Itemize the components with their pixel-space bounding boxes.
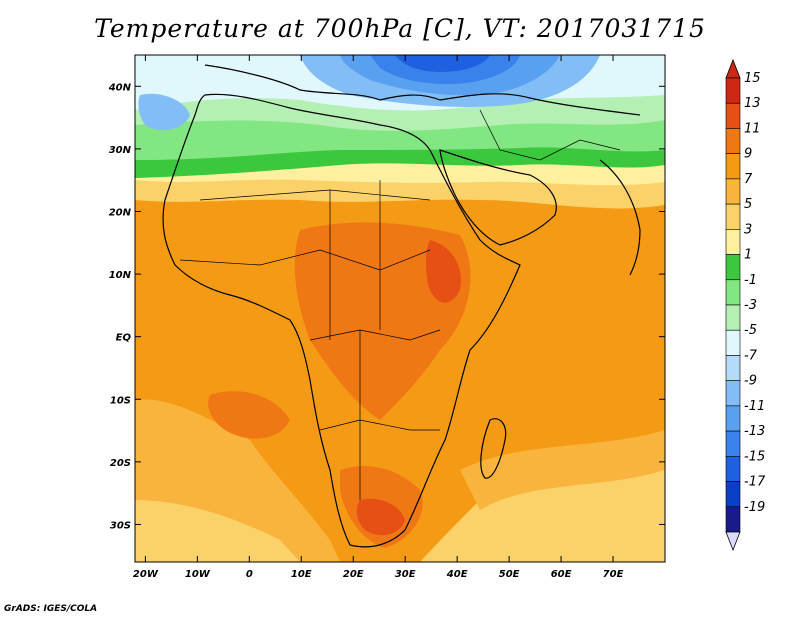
lat-tick-label: EQ bbox=[116, 333, 132, 344]
border-south bbox=[319, 419, 440, 431]
lat-tick-label: 40N bbox=[108, 82, 132, 93]
lon-tick-label: 70E bbox=[603, 569, 624, 580]
border-sahel bbox=[179, 249, 431, 271]
colorbar-label: 5 bbox=[744, 197, 752, 212]
colorbar-swatch bbox=[725, 77, 741, 104]
colorbar-label: -19 bbox=[744, 500, 765, 515]
lat-tick-label: 20S bbox=[110, 458, 131, 469]
colorbar-swatch bbox=[725, 380, 741, 407]
lat-tick-label: 20N bbox=[109, 207, 132, 218]
colorbar-swatch bbox=[725, 355, 741, 381]
colorbar-swatch bbox=[725, 102, 741, 129]
field-ethiopia-13-15 bbox=[425, 240, 461, 303]
colorbar-label: -1 bbox=[744, 273, 757, 288]
country-borders bbox=[179, 109, 621, 500]
colorbar-label: -7 bbox=[744, 348, 758, 363]
longitude-ticks: 20W 10W 0 10E 20E 30E 40E 50E 60E 70E bbox=[133, 55, 624, 580]
colorbar-label: 15 bbox=[744, 71, 761, 86]
colorbar-swatch bbox=[725, 506, 741, 533]
map-title: Temperature at 700hPa [C], VT: 201703171… bbox=[94, 14, 706, 43]
lon-tick-label: 60E bbox=[551, 569, 572, 580]
colorbar-swatch bbox=[725, 229, 741, 255]
border-middle-east bbox=[479, 109, 621, 161]
madagascar bbox=[480, 418, 507, 479]
lat-tick-label: 10N bbox=[109, 270, 132, 281]
field-southeast-ocean-7-9 bbox=[460, 430, 665, 510]
lon-tick-label: 0 bbox=[246, 569, 253, 580]
colorbar-swatch bbox=[725, 304, 741, 331]
field-south-africa-13-15 bbox=[356, 498, 405, 536]
colorbar-swatch bbox=[725, 178, 741, 205]
colorbar-min-triangle bbox=[725, 531, 741, 552]
colorbar-label: -5 bbox=[744, 323, 757, 338]
arabian-peninsula bbox=[439, 149, 557, 246]
colorbar-label: -17 bbox=[744, 475, 766, 490]
colorbar-swatch bbox=[725, 405, 741, 432]
colorbar-label: -13 bbox=[744, 424, 765, 439]
temperature-field bbox=[135, 55, 665, 562]
border-central bbox=[309, 329, 441, 341]
colorbar-label: 13 bbox=[744, 96, 761, 111]
latitude-ticks: 40N 30N 20N 10N EQ 10S 20S 30S bbox=[108, 82, 665, 531]
lon-tick-label: 10E bbox=[291, 569, 312, 580]
lat-tick-label: 10S bbox=[110, 395, 131, 406]
colorbar: 15 13 11 9 7 5 3 1 -1 -3 -5 -7 -9 -11 -13 -15 -17 -19 bbox=[725, 58, 766, 552]
colorbar-label: 1 bbox=[744, 248, 752, 263]
colorbar-label: 9 bbox=[744, 147, 752, 162]
colorbar-label: 7 bbox=[744, 172, 753, 187]
colorbar-label: -9 bbox=[744, 374, 757, 389]
colorbar-label: -3 bbox=[744, 298, 757, 313]
coastlines bbox=[162, 64, 641, 548]
lon-tick-label: 40E bbox=[446, 569, 468, 580]
colorbar-swatch bbox=[725, 481, 741, 508]
lon-tick-label: 20E bbox=[343, 569, 364, 580]
colorbar-max-triangle bbox=[725, 58, 741, 79]
india-coastline bbox=[599, 159, 641, 276]
field-southeast-ocean-5-7 bbox=[420, 460, 665, 562]
field-atlantic-warm-11-13 bbox=[208, 391, 290, 439]
colorbar-swatch bbox=[725, 279, 741, 306]
grads-credit: GrADS: IGES/COLA bbox=[4, 604, 98, 614]
lat-tick-label: 30S bbox=[110, 520, 131, 531]
colorbar-swatch bbox=[725, 128, 741, 154]
colorbar-swatch bbox=[725, 203, 741, 230]
lat-tick-label: 30N bbox=[109, 145, 132, 156]
field-south-ocean-5-7 bbox=[135, 500, 300, 562]
colorbar-label: -15 bbox=[744, 449, 765, 464]
europe-coastline bbox=[204, 64, 641, 116]
colorbar-swatch bbox=[725, 153, 741, 180]
lon-tick-label: 30E bbox=[395, 569, 416, 580]
field-west-cold-pocket bbox=[138, 93, 190, 131]
lon-tick-label: 10W bbox=[185, 569, 211, 580]
lon-tick-label: 20W bbox=[133, 569, 159, 580]
colorbar-label: -11 bbox=[744, 399, 765, 414]
field-north-minus13-minus11 bbox=[395, 55, 490, 72]
colorbar-swatch bbox=[725, 254, 741, 281]
colorbar-label: 11 bbox=[744, 121, 761, 136]
africa-coastline bbox=[162, 93, 521, 548]
colorbar-swatch bbox=[725, 430, 741, 457]
colorbar-label: 3 bbox=[744, 222, 752, 237]
map-frame bbox=[134, 54, 666, 563]
colorbar-swatch bbox=[725, 329, 741, 356]
lon-tick-label: 50E bbox=[499, 569, 520, 580]
colorbar-swatch bbox=[725, 456, 741, 482]
